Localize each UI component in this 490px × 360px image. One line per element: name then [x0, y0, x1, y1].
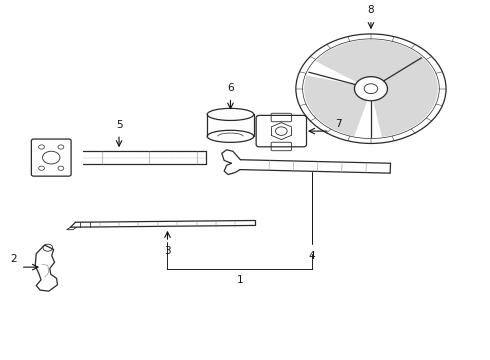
- Text: 3: 3: [164, 246, 171, 256]
- Text: 8: 8: [368, 5, 374, 15]
- Text: 2: 2: [11, 254, 17, 264]
- Polygon shape: [317, 41, 409, 82]
- Polygon shape: [374, 44, 437, 136]
- Text: 7: 7: [335, 119, 341, 129]
- Text: 4: 4: [309, 251, 315, 261]
- Text: 6: 6: [227, 83, 234, 93]
- Text: 5: 5: [116, 120, 122, 130]
- Polygon shape: [305, 76, 367, 135]
- Text: 1: 1: [236, 275, 243, 285]
